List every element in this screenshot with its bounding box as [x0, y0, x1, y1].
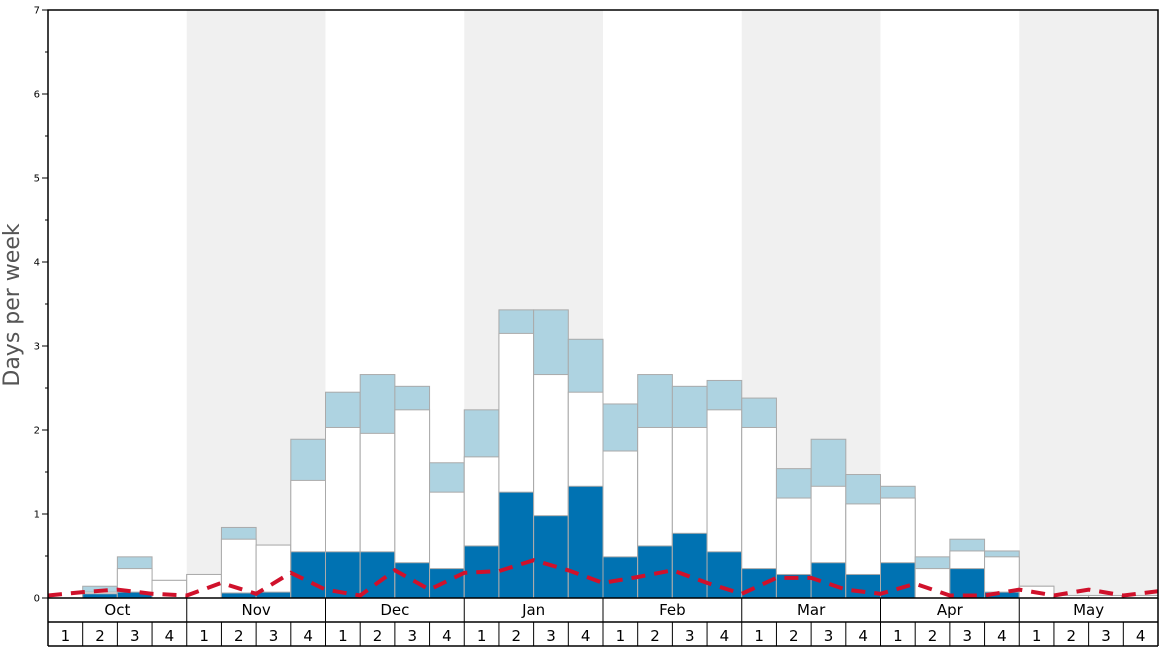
week-label-dec-3: 3 [407, 627, 417, 645]
week-label-nov-4: 4 [303, 627, 313, 645]
x-axis: Oct Nov Dec Jan Feb Mar Apr May 1 2 3 4 1 2 3 4 1 2 3 4 1 2 3 4… [47, 598, 1159, 647]
week-label-jan-3: 3 [546, 627, 556, 645]
week-label-apr-3: 3 [962, 627, 972, 645]
week-label-dec-2: 2 [373, 627, 383, 645]
week-label-dec-4: 4 [442, 627, 452, 645]
dashed-series-line [47, 558, 1159, 598]
month-shade-may [1019, 10, 1158, 598]
week-label-feb-2: 2 [650, 627, 660, 645]
week-label-feb-4: 4 [720, 627, 730, 645]
month-label-nov: Nov [241, 601, 270, 619]
week-label-feb-1: 1 [616, 627, 626, 645]
week-label-oct-4: 4 [165, 627, 175, 645]
y-tick-label-2: 2 [34, 426, 40, 437]
week-label-may-4: 4 [1136, 627, 1146, 645]
bar-dark-dec-w1 [325, 551, 361, 599]
week-label-oct-2: 2 [95, 627, 105, 645]
week-label-apr-1: 1 [893, 627, 903, 645]
week-label-may-1: 1 [1032, 627, 1042, 645]
week-label-oct-3: 3 [130, 627, 140, 645]
dashed-line-layer [47, 558, 1159, 598]
week-label-nov-3: 3 [269, 627, 279, 645]
week-label-mar-4: 4 [858, 627, 868, 645]
y-tick-label-6: 6 [34, 90, 40, 101]
week-label-mar-2: 2 [789, 627, 799, 645]
bar-dark-feb-w4 [706, 551, 743, 599]
week-label-nov-2: 2 [234, 627, 244, 645]
week-label-jan-4: 4 [581, 627, 591, 645]
y-tick-label-7: 7 [34, 6, 40, 17]
week-label-apr-4: 4 [997, 627, 1007, 645]
y-tick-label-1: 1 [34, 510, 40, 521]
bar-dark-nov-w3 [255, 591, 292, 599]
bar-dark-feb-w3 [671, 532, 708, 599]
week-label-may-2: 2 [1067, 627, 1077, 645]
week-label-oct-1: 1 [61, 627, 71, 645]
week-label-mar-1: 1 [754, 627, 764, 645]
bar-dark-dec-w3 [394, 562, 431, 599]
month-label-apr: Apr [937, 601, 964, 619]
month-label-mar: Mar [797, 601, 826, 619]
y-tick-label-5: 5 [34, 174, 40, 185]
bar-dark-jan-w2 [498, 491, 535, 599]
week-label-may-3: 3 [1101, 627, 1111, 645]
week-label-jan-1: 1 [477, 627, 487, 645]
month-label-feb: Feb [659, 601, 686, 619]
week-label-apr-2: 2 [928, 627, 938, 645]
y-axis-title: Days per week [0, 223, 25, 386]
week-label-jan-2: 2 [512, 627, 522, 645]
y-axis: 0 1 2 3 4 5 6 7 [34, 6, 48, 605]
week-label-feb-3: 3 [685, 627, 695, 645]
month-label-jan: Jan [521, 601, 545, 619]
week-label-mar-3: 3 [824, 627, 834, 645]
month-shading-layer [186, 10, 1158, 598]
month-label-dec: Dec [380, 601, 409, 619]
week-label-dec-1: 1 [338, 627, 348, 645]
week-label-nov-1: 1 [199, 627, 209, 645]
month-label-may: May [1073, 601, 1104, 619]
y-tick-label-3: 3 [34, 342, 40, 353]
y-tick-label-4: 4 [34, 258, 40, 269]
bar-dark-jan-w3 [533, 515, 569, 599]
month-label-oct: Oct [104, 601, 130, 619]
y-tick-label-0: 0 [34, 594, 40, 605]
